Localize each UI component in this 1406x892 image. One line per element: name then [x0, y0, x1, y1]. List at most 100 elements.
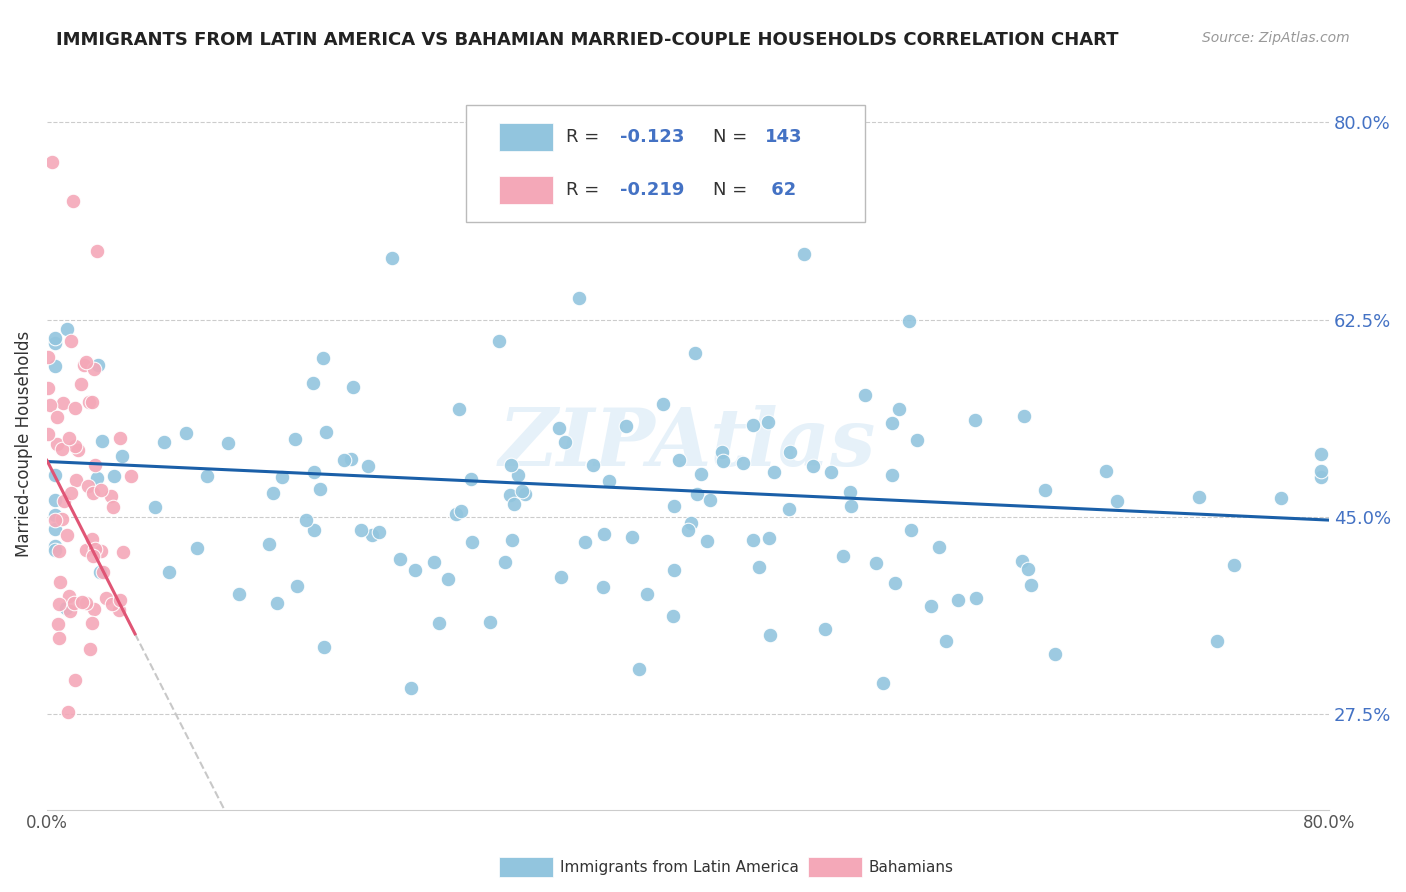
Point [86, 471, 108, 485]
Point [44, 467, 66, 482]
Point [748, 560, 770, 574]
Point [46, 436, 69, 450]
Point [80, 394, 103, 409]
Point [593, 527, 616, 541]
Point [72, 358, 94, 372]
Point [55, 322, 77, 336]
Point [547, 421, 569, 435]
Point [108, 593, 131, 607]
Point [447, 401, 470, 416]
Point [257, 537, 280, 551]
Point [312, 351, 335, 366]
Point [696, 534, 718, 549]
Y-axis label: Married-couple Households: Married-couple Households [15, 330, 32, 557]
Point [86, 244, 108, 259]
Point [55, 601, 77, 615]
Point [55, 528, 77, 542]
Point [839, 499, 862, 513]
Point [651, 397, 673, 411]
Point [762, 466, 785, 480]
Point [37, 427, 59, 442]
Point [381, 251, 404, 265]
Point [49, 575, 72, 590]
Point [1011, 554, 1033, 568]
Point [48, 544, 70, 558]
Text: -0.123: -0.123 [620, 128, 685, 146]
Point [506, 468, 529, 483]
Point [554, 435, 576, 450]
Point [217, 435, 239, 450]
Point [1095, 464, 1118, 478]
Point [51, 442, 73, 457]
Point [662, 500, 685, 514]
Point [44, 336, 66, 351]
Point [37, 381, 59, 395]
Point [820, 465, 842, 479]
Point [839, 485, 862, 500]
Point [1188, 490, 1211, 504]
Point [157, 566, 180, 580]
Point [510, 483, 533, 498]
FancyBboxPatch shape [499, 123, 553, 151]
Point [294, 512, 316, 526]
Point [111, 449, 134, 463]
Point [77, 395, 100, 409]
Point [111, 545, 134, 559]
Point [872, 676, 894, 690]
Point [75, 542, 97, 557]
Point [685, 486, 707, 500]
Point [793, 246, 815, 260]
Point [312, 640, 335, 654]
Point [44, 539, 66, 553]
Point [501, 533, 523, 548]
Point [308, 483, 330, 497]
Point [614, 419, 637, 434]
Point [831, 549, 853, 563]
Point [59, 334, 82, 348]
Point [920, 599, 942, 613]
Point [90, 544, 112, 558]
Point [90, 434, 112, 449]
Point [662, 609, 685, 624]
FancyBboxPatch shape [499, 176, 553, 204]
Point [683, 346, 706, 360]
Point [120, 469, 142, 483]
Point [46, 617, 69, 632]
Point [69, 377, 91, 392]
Point [965, 591, 987, 606]
Point [897, 314, 920, 328]
Point [315, 425, 337, 440]
Point [67, 443, 90, 458]
Point [103, 468, 125, 483]
Point [1309, 470, 1331, 484]
Point [228, 587, 250, 601]
Point [48, 597, 70, 611]
Point [195, 469, 218, 483]
Point [461, 535, 484, 549]
Point [865, 556, 887, 570]
Point [756, 416, 779, 430]
Point [368, 525, 391, 540]
Point [568, 291, 591, 305]
Point [174, 425, 197, 440]
Point [44, 508, 66, 522]
Point [758, 531, 780, 545]
Point [44, 331, 66, 345]
Point [284, 432, 307, 446]
Point [82, 532, 104, 546]
Point [153, 435, 176, 450]
Point [48, 632, 70, 646]
Point [1107, 494, 1129, 508]
Text: 62: 62 [765, 181, 796, 199]
Point [100, 489, 122, 503]
Point [1270, 491, 1292, 506]
Text: R =: R = [567, 181, 599, 199]
Point [928, 540, 950, 554]
Point [450, 504, 472, 518]
Point [58, 431, 80, 445]
Point [621, 530, 644, 544]
Point [44, 492, 66, 507]
Point [446, 507, 468, 521]
Point [51, 512, 73, 526]
Point [882, 416, 904, 430]
